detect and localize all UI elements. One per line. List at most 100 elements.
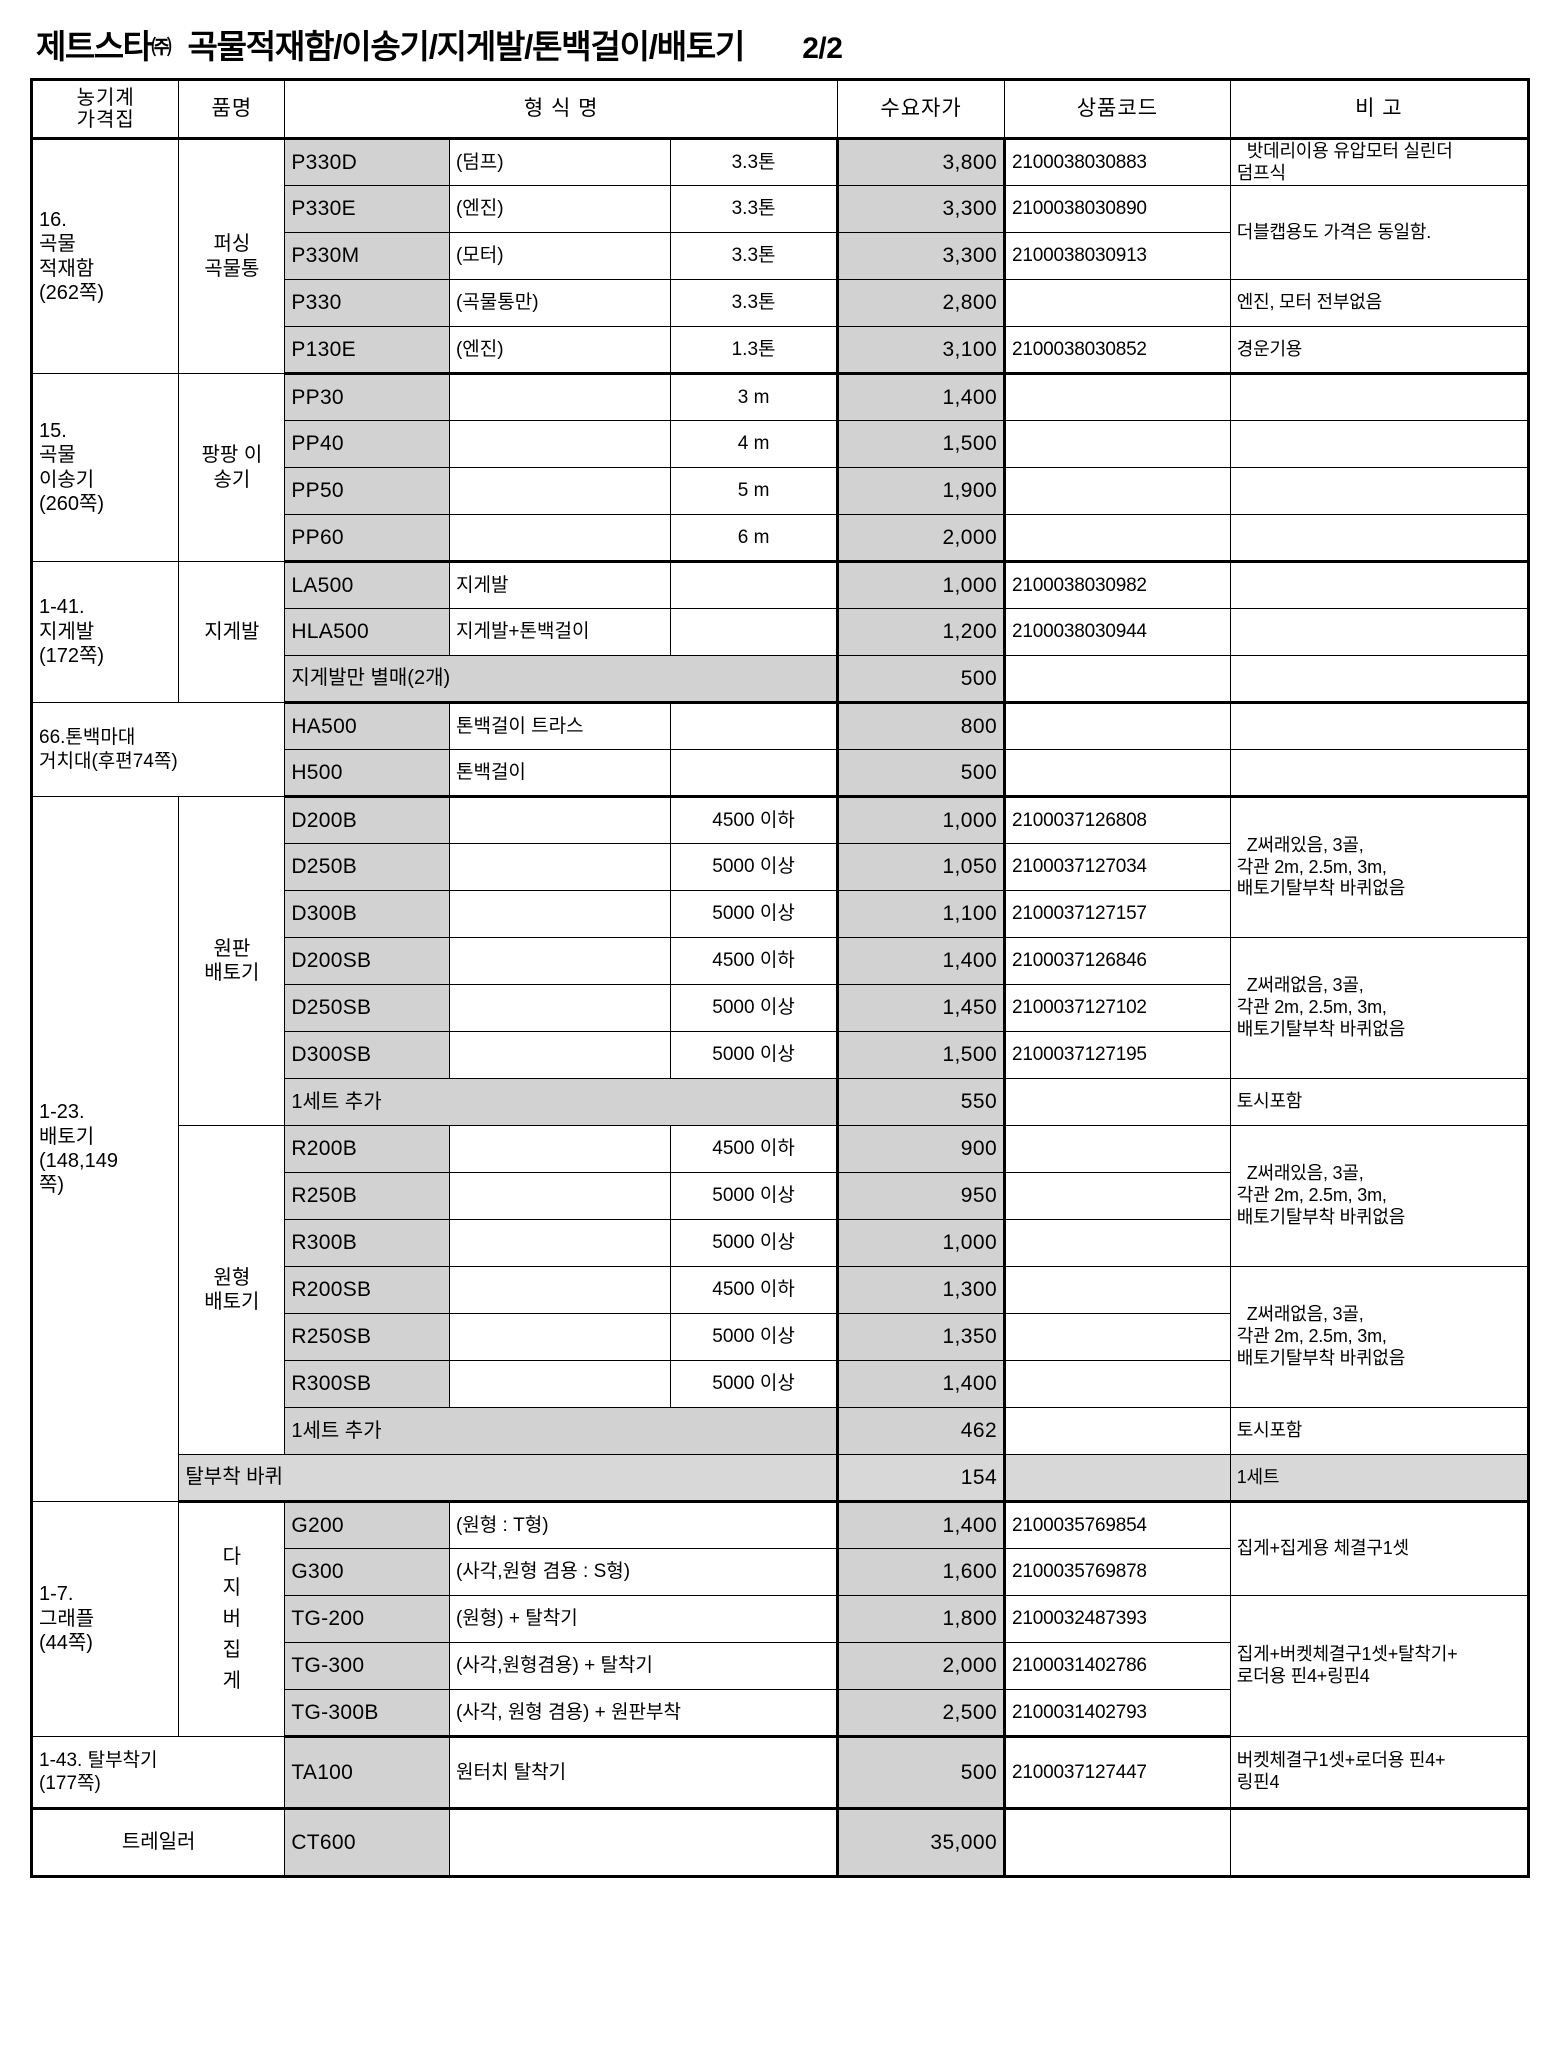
price-value: 3,100 xyxy=(836,326,1007,375)
price-value: 154 xyxy=(836,1454,1007,1503)
price-value: 550 xyxy=(836,1078,1007,1126)
product-code: 2100037127157 xyxy=(1004,890,1231,938)
remarks-cell: Z써래없음, 3골, 각관 2m, 2.5m, 3m, 배토기탈부착 바퀴없음 xyxy=(1229,937,1530,1079)
model-spec: 3.3톤 xyxy=(670,185,839,233)
model-desc: (모터) xyxy=(448,232,672,280)
price-table: 농기계 가격집 품명 형 식 명 수요자가 상품코드 비 고 16. 곡물 적재… xyxy=(30,78,1530,1878)
remarks-cell: 밧데리이용 유압모터 실린더 덤프식 xyxy=(1229,137,1530,186)
model-code: H500 xyxy=(284,749,450,798)
model-desc xyxy=(448,890,672,938)
model-code: HLA500 xyxy=(284,608,450,656)
table-row: D300SB 5000 이상 1,500 2100037127195 xyxy=(32,1031,1529,1079)
price-value: 1,400 xyxy=(836,1360,1007,1408)
model-code: D250B xyxy=(284,843,450,891)
price-value: 2,000 xyxy=(836,1642,1007,1690)
section-category-16: 16. 곡물 적재함 (262쪽) xyxy=(30,137,180,374)
model-desc xyxy=(448,1266,672,1314)
section-category-1-41: 1-41. 지게발 (172쪽) xyxy=(30,561,180,703)
model-desc: (엔진) xyxy=(448,326,672,375)
model-desc: (원형) + 탈착기 xyxy=(448,1595,839,1643)
product-code xyxy=(1004,1407,1231,1455)
model-desc: 톤백걸이 xyxy=(448,749,672,798)
table-row: P330 (곡물통만) 3.3톤 2,800 엔진, 모터 전부없음 xyxy=(32,279,1530,327)
model-spec: 5000 이상 xyxy=(670,890,839,938)
table-row: 66.톤백마대 거치대(후편74쪽) HA500 톤백걸이 트라스 800 xyxy=(30,702,1530,797)
model-desc xyxy=(448,373,672,421)
price-value: 1,000 xyxy=(836,796,1007,844)
remarks-cell: 경운기용 xyxy=(1229,326,1530,375)
model-desc xyxy=(448,984,672,1032)
product-code: 2100038030982 xyxy=(1004,561,1231,609)
price-value: 1,500 xyxy=(836,1031,1007,1079)
model-code: PP50 xyxy=(284,467,450,515)
price-value: 2,500 xyxy=(836,1689,1007,1738)
product-code xyxy=(1004,1313,1231,1361)
table-row: P330M (모터) 3.3톤 3,300 2100038030913 xyxy=(32,232,1529,280)
price-value: 1,050 xyxy=(836,843,1007,891)
price-value: 1,400 xyxy=(836,1501,1007,1549)
model-desc xyxy=(448,1360,672,1408)
table-row: PP40 4 m 1,500 xyxy=(32,420,1530,468)
section-product-name-wonhyeong: 원형 배토기 xyxy=(178,1125,286,1455)
table-row: 지게발만 별매(2개) 500 xyxy=(32,655,1530,704)
product-code xyxy=(1004,702,1231,750)
product-code: 2100035769878 xyxy=(1004,1548,1231,1596)
model-spec: 4 m xyxy=(670,420,839,468)
remarks-cell: Z써래있음, 3골, 각관 2m, 2.5m, 3m, 배토기탈부착 바퀴없음 xyxy=(1229,796,1530,938)
header-remarks: 비 고 xyxy=(1229,79,1530,139)
remarks-cell: 1세트 xyxy=(1229,1454,1530,1503)
product-code: 2100038030883 xyxy=(1004,137,1231,186)
product-code xyxy=(1004,655,1231,704)
model-desc: (사각, 원형 겸용) + 원판부착 xyxy=(448,1689,839,1738)
section-category-1-7: 1-7. 그래플 (44쪽) xyxy=(30,1501,180,1737)
model-code: P330D xyxy=(284,137,450,186)
model-spec: 5000 이상 xyxy=(670,1172,839,1220)
product-code: 2100032487393 xyxy=(1004,1595,1231,1643)
model-code: 지게발만 별매(2개) xyxy=(284,655,839,704)
section-product-name-wonpan: 원판 배토기 xyxy=(178,796,286,1126)
table-row: 탈부착 바퀴 154 1세트 xyxy=(32,1454,1530,1503)
model-spec: 5000 이상 xyxy=(670,1360,839,1408)
price-value: 1,400 xyxy=(836,937,1007,985)
remarks-cell: 엔진, 모터 전부없음 xyxy=(1229,279,1530,327)
header-category: 농기계 가격집 xyxy=(30,79,180,139)
section-product-name-1-41: 지게발 xyxy=(178,561,286,703)
brand-name: 제트스타㈜ xyxy=(36,28,172,65)
table-row: 15. 곡물 이송기 (260쪽) 팡팡 이 송기 PP30 3 m 1,400 xyxy=(30,373,1530,562)
table-row: R300SB 5000 이상 1,400 xyxy=(32,1360,1529,1408)
price-value: 1,300 xyxy=(836,1266,1007,1314)
model-spec xyxy=(670,608,839,656)
product-code xyxy=(1004,1454,1231,1503)
remarks-cell xyxy=(1229,608,1530,656)
model-desc: (곡물통만) xyxy=(448,279,672,327)
model-spec: 4500 이하 xyxy=(670,937,839,985)
model-code: R200SB xyxy=(284,1266,450,1314)
model-code: R250SB xyxy=(284,1313,450,1361)
model-spec xyxy=(670,702,839,750)
model-code: D300SB xyxy=(284,1031,450,1079)
model-desc xyxy=(448,467,672,515)
header-product-name: 품명 xyxy=(178,79,286,139)
product-code xyxy=(1004,279,1231,327)
product-code: 2100037127102 xyxy=(1004,984,1231,1032)
table-row: PP60 6 m 2,000 xyxy=(32,514,1530,563)
model-code: R300SB xyxy=(284,1360,450,1408)
price-value: 3,300 xyxy=(836,185,1007,233)
product-code xyxy=(1004,1219,1231,1267)
model-code: P330M xyxy=(284,232,450,280)
price-value: 1,900 xyxy=(836,467,1007,515)
remarks-cell: 버켓체결구1셋+로더용 핀4+ 링핀4 xyxy=(1229,1736,1530,1809)
model-desc: (덤프) xyxy=(448,137,672,186)
remarks-cell: 토시포함 xyxy=(1229,1078,1530,1126)
model-code: D200B xyxy=(284,796,450,844)
model-desc xyxy=(448,937,672,985)
model-spec: 5000 이상 xyxy=(670,843,839,891)
product-code: 2100038030890 xyxy=(1004,185,1231,233)
product-code: 2100037126846 xyxy=(1004,937,1231,985)
model-spec: 3.3톤 xyxy=(670,279,839,327)
model-code: P130E xyxy=(284,326,450,375)
table-row: D300B 5000 이상 1,100 2100037127157 xyxy=(32,890,1529,938)
product-code xyxy=(1004,514,1231,563)
model-spec: 5000 이상 xyxy=(670,1219,839,1267)
